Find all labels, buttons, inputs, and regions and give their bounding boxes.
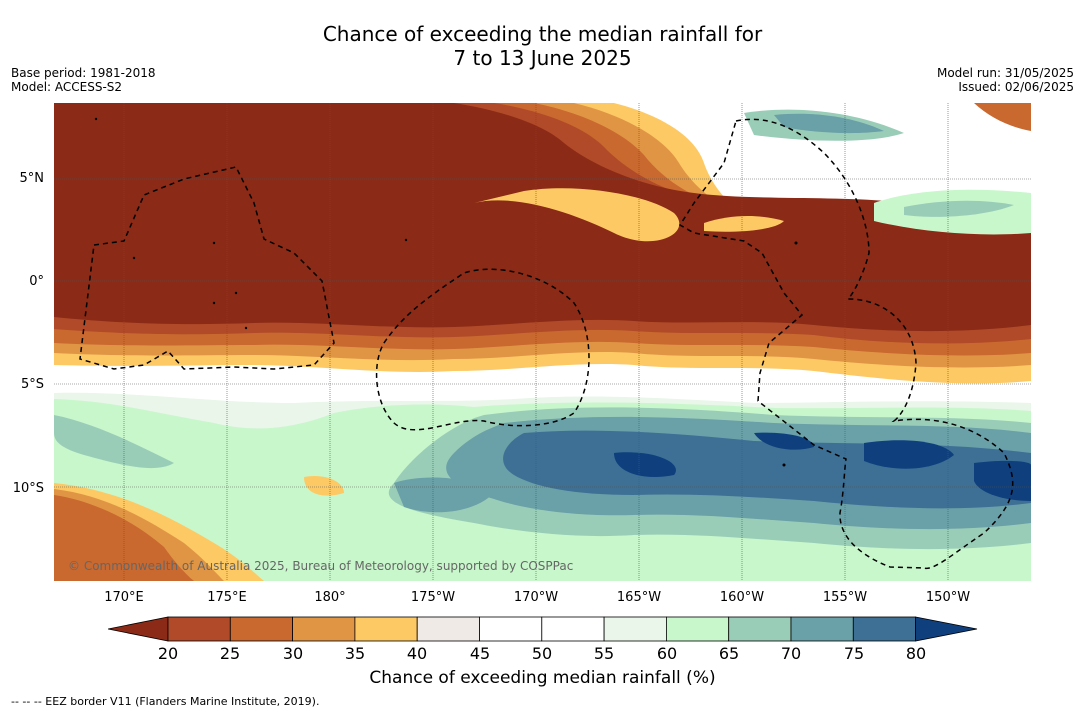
colorbar-seg-45-50 xyxy=(479,616,543,642)
issued-date: Issued: 02/06/2025 xyxy=(958,80,1074,94)
lon-label-175e: 175°E xyxy=(207,590,247,605)
wet-ne-zone xyxy=(744,103,1031,235)
colorbar-tick-50: 50 xyxy=(531,644,553,663)
colorbar-seg-20-25 xyxy=(167,616,231,642)
colorbar-tick-65: 65 xyxy=(718,644,740,663)
title-line-1: Chance of exceeding the median rainfall … xyxy=(322,22,763,46)
rainfall-map: © Commonwealth of Australia 2025, Bureau… xyxy=(54,103,1031,581)
colorbar-tick-45: 45 xyxy=(469,644,491,663)
copyright-notice: © Commonwealth of Australia 2025, Bureau… xyxy=(68,559,573,573)
colorbar-seg-60-65 xyxy=(666,616,730,642)
colorbar-tick-20: 20 xyxy=(157,644,179,663)
colorbar-seg-25-30 xyxy=(229,616,294,642)
colorbar-tick-55: 55 xyxy=(593,644,615,663)
lon-label-175w: 175°W xyxy=(410,590,456,605)
colorbar-tick-40: 40 xyxy=(406,644,428,663)
colorbar-seg-65-70 xyxy=(728,616,792,642)
lon-label-170e: 170°E xyxy=(104,590,144,605)
meta-left: Base period: 1981-2018 Model: ACCESS-S2 xyxy=(11,66,156,94)
colorbar-title: Chance of exceeding median rainfall (%) xyxy=(369,668,716,688)
graticule xyxy=(54,103,1031,581)
lat-label-eq: 0° xyxy=(29,274,44,289)
model-name: Model: ACCESS-S2 xyxy=(11,80,123,94)
colorbar-tick-35: 35 xyxy=(344,644,366,663)
model-run: Model run: 31/05/2025 xyxy=(936,66,1074,80)
colorbar-extend-low xyxy=(108,616,169,642)
eez-legend: -- -- -- EEZ border V11 (Flanders Marine… xyxy=(11,695,320,708)
colorbar-tick-25: 25 xyxy=(219,644,241,663)
colorbar-tick-80: 80 xyxy=(905,644,927,663)
colorbar-seg-50-55 xyxy=(541,616,605,642)
colorbar-tick-70: 70 xyxy=(780,644,802,663)
colorbar-tick-75: 75 xyxy=(843,644,865,663)
colorbar-tick-30: 30 xyxy=(282,644,304,663)
title-line-2: 7 to 13 June 2025 xyxy=(453,46,632,70)
colorbar-seg-30-35 xyxy=(292,616,356,642)
wet-zone xyxy=(54,392,1031,581)
dry-zone xyxy=(54,103,1031,384)
colorbar-extend-high xyxy=(915,616,978,642)
lat-label-10s: 10°S xyxy=(12,481,44,496)
colorbar-seg-70-75 xyxy=(790,616,854,642)
colorbar-seg-35-40 xyxy=(354,616,418,642)
lat-label-5n: 5°N xyxy=(19,171,45,186)
colorbar-seg-55-60 xyxy=(603,616,667,642)
colorbar-tick-60: 60 xyxy=(656,644,678,663)
lon-label-150w: 150°W xyxy=(925,590,971,605)
islands xyxy=(94,117,798,467)
base-period: Base period: 1981-2018 xyxy=(11,66,156,80)
colorbar xyxy=(108,616,978,642)
eez-borders xyxy=(79,118,1014,569)
lon-label-155w: 155°W xyxy=(822,590,868,605)
lon-label-165w: 165°W xyxy=(616,590,662,605)
map-title: Chance of exceeding the median rainfall … xyxy=(0,22,1085,70)
lon-label-170w: 170°W xyxy=(513,590,559,605)
lon-label-160w: 160°W xyxy=(719,590,765,605)
colorbar-seg-75-80 xyxy=(852,616,916,642)
lon-label-180: 180° xyxy=(314,590,346,605)
colorbar-seg-40-45 xyxy=(416,616,480,642)
lat-label-5s: 5°S xyxy=(20,377,44,392)
meta-right: Model run: 31/05/2025 Issued: 02/06/2025 xyxy=(937,66,1074,94)
